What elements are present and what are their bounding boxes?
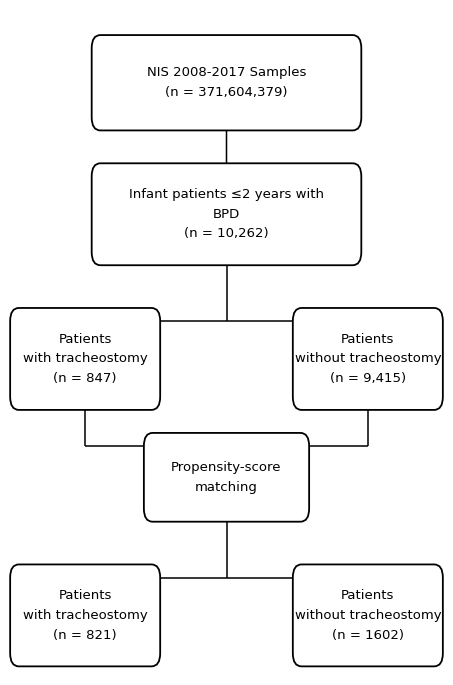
FancyBboxPatch shape	[293, 564, 443, 667]
FancyBboxPatch shape	[293, 308, 443, 410]
Text: Patients: Patients	[58, 589, 112, 602]
Text: Infant patients ≤2 years with: Infant patients ≤2 years with	[129, 188, 324, 201]
Text: without tracheostomy: without tracheostomy	[294, 353, 441, 365]
Text: with tracheostomy: with tracheostomy	[23, 609, 148, 622]
FancyBboxPatch shape	[144, 433, 309, 522]
Text: Patients: Patients	[341, 589, 395, 602]
Text: (n = 821): (n = 821)	[53, 629, 117, 642]
FancyBboxPatch shape	[10, 308, 160, 410]
Text: BPD: BPD	[213, 208, 240, 221]
Text: Patients: Patients	[58, 333, 112, 346]
Text: (n = 10,262): (n = 10,262)	[184, 227, 269, 240]
Text: (n = 371,604,379): (n = 371,604,379)	[165, 86, 288, 99]
Text: Propensity-score: Propensity-score	[171, 461, 282, 474]
Text: Patients: Patients	[341, 333, 395, 346]
Text: (n = 847): (n = 847)	[53, 372, 117, 385]
FancyBboxPatch shape	[92, 35, 361, 130]
Text: (n = 9,415): (n = 9,415)	[330, 372, 406, 385]
FancyBboxPatch shape	[10, 564, 160, 667]
Text: without tracheostomy: without tracheostomy	[294, 609, 441, 622]
Text: (n = 1602): (n = 1602)	[332, 629, 404, 642]
Text: NIS 2008-2017 Samples: NIS 2008-2017 Samples	[147, 66, 306, 79]
Text: matching: matching	[195, 481, 258, 494]
FancyBboxPatch shape	[92, 163, 361, 265]
Text: with tracheostomy: with tracheostomy	[23, 353, 148, 365]
